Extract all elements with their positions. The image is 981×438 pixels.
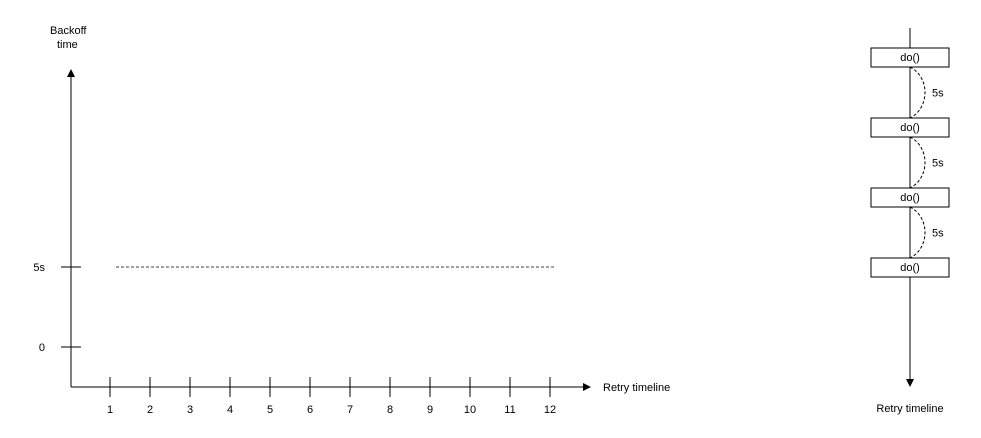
x-tick-label: 11: [504, 404, 515, 416]
interval-label: 5s: [932, 88, 944, 100]
interval-label: 5s: [932, 158, 944, 170]
x-tick-label: 6: [307, 404, 313, 416]
call-label: do(): [900, 52, 920, 64]
x-tick-label: 8: [387, 404, 393, 416]
y-axis-title-line-1: Backoff: [50, 25, 87, 37]
x-tick-label: 4: [227, 404, 233, 416]
retry-timeline: do() do() do() do() 5s 5s 5s Retry timeline: [870, 28, 950, 415]
x-tick-label: 10: [464, 404, 476, 416]
x-tick-label: 2: [147, 404, 153, 416]
x-ticks: 1 2 3 4 5 6 7 8 9 10 11 12: [107, 377, 556, 416]
x-tick-label: 5: [267, 404, 273, 416]
interval-arc: [909, 206, 926, 259]
y-tick-label: 0: [39, 342, 45, 354]
interval-arc: [909, 66, 926, 119]
x-tick-label: 3: [187, 404, 193, 416]
call-label: do(): [900, 192, 920, 204]
y-ticks: 0 5s: [33, 262, 81, 354]
timeline-calls: do() do() do() do() 5s 5s 5s: [870, 47, 950, 278]
call-label: do(): [900, 262, 920, 274]
x-tick-label: 7: [347, 404, 353, 416]
timeline-axis-title: Retry timeline: [876, 403, 943, 415]
y-tick-label: 5s: [33, 262, 45, 274]
x-axis-title: Retry timeline: [603, 382, 670, 394]
y-axis-title-line-2: time: [57, 39, 78, 51]
call-label: do(): [900, 122, 920, 134]
interval-label: 5s: [932, 228, 944, 240]
x-tick-label: 1: [107, 404, 113, 416]
interval-arc: [909, 136, 926, 189]
x-tick-label: 12: [544, 404, 556, 416]
x-tick-label: 9: [427, 404, 433, 416]
